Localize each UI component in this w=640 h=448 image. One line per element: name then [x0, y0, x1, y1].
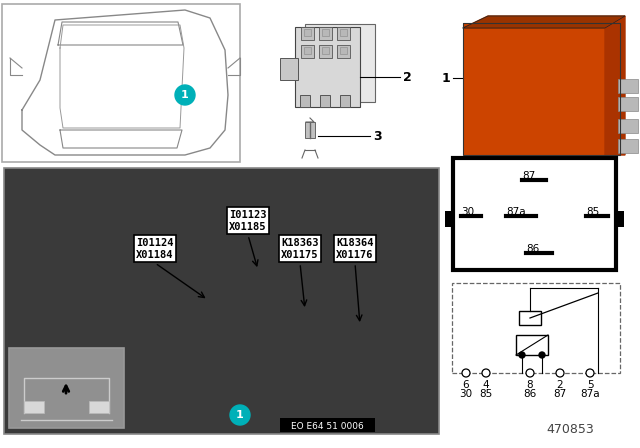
Bar [340, 29, 347, 36]
Bar [463, 23, 620, 155]
Text: EO E64 51 0006: EO E64 51 0006 [291, 422, 364, 431]
Bar [295, 27, 360, 107]
Circle shape [586, 369, 594, 377]
Bar [280, 58, 298, 80]
Bar [452, 283, 620, 373]
Bar [9, 348, 124, 428]
Circle shape [526, 369, 534, 377]
Bar [280, 418, 375, 432]
Bar [320, 95, 330, 107]
Bar [300, 95, 310, 107]
Text: K18364
X01176: K18364 X01176 [336, 238, 374, 259]
Text: 1: 1 [181, 90, 189, 100]
Circle shape [230, 405, 250, 425]
Text: 86: 86 [526, 244, 540, 254]
Bar [616, 211, 624, 227]
Text: 87a: 87a [506, 207, 525, 217]
Text: 6: 6 [463, 380, 469, 390]
Text: 85: 85 [586, 207, 599, 217]
Bar [304, 29, 311, 36]
Text: 5: 5 [587, 380, 593, 390]
Circle shape [482, 369, 490, 377]
Bar [305, 24, 375, 102]
Bar [2, 4, 240, 162]
Bar [24, 401, 44, 413]
Bar [463, 23, 620, 155]
Text: 3: 3 [373, 129, 381, 142]
Bar [453, 158, 616, 270]
Bar [618, 119, 638, 133]
Bar [305, 122, 315, 138]
Text: 30: 30 [460, 389, 472, 399]
Text: 8: 8 [527, 380, 533, 390]
Bar [618, 79, 638, 93]
Text: 2: 2 [557, 380, 563, 390]
Bar [618, 97, 638, 111]
Text: 2: 2 [403, 70, 412, 83]
Text: 85: 85 [479, 389, 493, 399]
Bar [337, 27, 350, 40]
Bar [322, 47, 329, 54]
Circle shape [556, 369, 564, 377]
Circle shape [519, 352, 525, 358]
Text: 87a: 87a [580, 389, 600, 399]
Text: 470853: 470853 [546, 423, 594, 436]
Bar [340, 47, 347, 54]
Circle shape [175, 85, 195, 105]
Bar [340, 95, 350, 107]
Bar [618, 139, 638, 153]
Bar [301, 27, 314, 40]
Bar [445, 211, 453, 227]
Bar [4, 168, 439, 434]
Bar [322, 29, 329, 36]
Bar [319, 45, 332, 58]
Bar [301, 45, 314, 58]
Text: K18363
X01175: K18363 X01175 [281, 238, 319, 259]
Bar [516, 335, 548, 355]
Text: 87: 87 [522, 171, 535, 181]
Bar [319, 27, 332, 40]
Text: 86: 86 [524, 389, 536, 399]
Text: 1: 1 [441, 72, 450, 85]
Circle shape [462, 369, 470, 377]
Circle shape [539, 352, 545, 358]
Text: I01124
X01184: I01124 X01184 [136, 238, 173, 259]
Polygon shape [463, 16, 625, 28]
Bar [337, 45, 350, 58]
Text: 4: 4 [483, 380, 490, 390]
Polygon shape [605, 16, 625, 155]
Text: 1: 1 [236, 410, 244, 420]
Bar [89, 401, 109, 413]
Text: 30: 30 [461, 207, 474, 217]
Bar [519, 311, 541, 325]
Bar [304, 47, 311, 54]
Text: I01123
X01185: I01123 X01185 [229, 210, 267, 232]
Text: 87: 87 [554, 389, 566, 399]
